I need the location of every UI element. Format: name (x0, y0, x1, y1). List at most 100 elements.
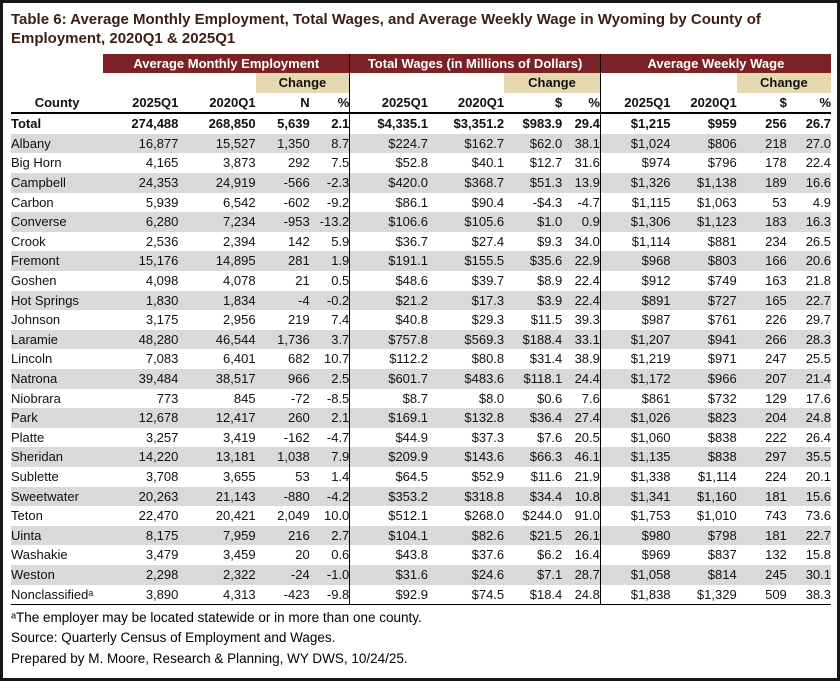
value-cell: 22.7 (786, 525, 831, 546)
value-cell: 15,176 (103, 251, 179, 272)
table-row: Platte 3,257 3,419 -162 -4.7 $44.9 $37.3 $7.6 20… (11, 427, 831, 448)
value-cell: 129 (765, 390, 787, 406)
value-cell: -9.8 (309, 584, 350, 606)
value-cell: $912 (599, 271, 671, 291)
value-cell: $814 (670, 564, 737, 585)
change-header-row: Change Change Change (11, 73, 831, 93)
value-cell: $420.0 (349, 173, 428, 193)
value-cell: 4,313 (178, 584, 256, 606)
value-cell: $3.9 (504, 290, 563, 311)
page-title: Table 6: Average Monthly Employment, Tot… (11, 11, 761, 47)
footnote-prepared: Prepared by M. Moore, Research & Plannin… (11, 650, 408, 666)
value-cell: 3,873 (223, 155, 256, 171)
value-cell: 183 (736, 212, 787, 232)
col-header: % (786, 92, 831, 115)
value-cell: -4.7 (326, 429, 350, 445)
value-cell: $861 (599, 388, 671, 409)
col-header: 2025Q1 (103, 92, 179, 115)
value-cell: $34.4 (504, 486, 563, 507)
value-cell: $1,058 (599, 564, 671, 585)
value-cell: 53 (772, 194, 787, 210)
value-cell: $569.3 (427, 329, 505, 350)
value-cell: 30.1 (786, 564, 831, 585)
value-cell: $1,114 (599, 231, 671, 252)
value-cell: $4,335.1 (349, 113, 428, 134)
value-cell: $980 (599, 525, 671, 546)
value-cell: $17.3 (427, 290, 505, 311)
value-cell: -$4.3 (532, 194, 563, 210)
value-cell: 1,736 (255, 329, 310, 350)
value-cell: 7.5 (331, 155, 350, 171)
value-cell: 22.4 (574, 273, 600, 289)
value-cell: 38.9 (574, 351, 600, 367)
value-cell: 216 (255, 525, 310, 546)
value-cell: $31.4 (529, 351, 563, 367)
value-cell: $1,115 (599, 192, 671, 213)
value-cell: $40.8 (349, 310, 428, 330)
value-cell: 3,459 (223, 547, 256, 563)
table-row: Carbon 5,939 6,542 -602 -9.2 $86.1 $90.4 -$4.3-… (11, 192, 831, 213)
table-row: Johnson 3,175 2,956 219 7.4 $40.8 $29.3 $11.5 39… (11, 310, 831, 330)
value-cell: 29.7 (805, 312, 831, 328)
value-cell: $24.6 (427, 564, 505, 585)
value-cell: $1,060 (599, 427, 671, 448)
value-cell: 7.6 (581, 390, 600, 406)
table-row: Hot Springs 1,830 1,834 -4 -0.2 $21.2 $17.3 $3.… (11, 290, 831, 311)
value-cell: $21.5 (504, 525, 563, 546)
value-cell: -0.2 (309, 290, 350, 311)
county-cell: Total (11, 116, 42, 132)
county-cell: Teton (11, 508, 43, 524)
spacer (103, 73, 256, 93)
value-cell: $1,338 (599, 466, 671, 487)
value-cell: $39.7 (471, 273, 505, 289)
value-cell: 12,678 (103, 408, 179, 428)
table-row: Converse 6,280 7,234 -953 -13.2 $106.6 $105.6 $… (11, 212, 831, 232)
value-cell: $80.8 (471, 351, 505, 367)
value-cell: $7.1 (504, 564, 563, 585)
value-cell: 4,078 (223, 273, 256, 289)
value-cell: 38,517 (178, 369, 256, 389)
value-cell: 166 (736, 251, 787, 272)
value-cell: $732 (707, 390, 737, 406)
value-cell: 12,417 (178, 408, 256, 428)
value-cell: 3,655 (223, 468, 256, 484)
value-cell: 5,939 (145, 194, 179, 210)
value-cell: 35.5 (786, 447, 831, 467)
value-cell: 3,257 (145, 429, 179, 445)
value-cell: $1,215 (599, 113, 671, 134)
value-cell: 3,175 (145, 312, 179, 328)
value-cell: 2,049 (277, 508, 310, 524)
county-cell: Fremont (11, 251, 104, 272)
value-cell: $62.0 (504, 133, 563, 154)
value-cell: $224.7 (349, 133, 428, 154)
value-cell: $1,219 (599, 349, 671, 369)
county-cell: Crook (11, 233, 46, 249)
value-cell: $191.1 (349, 251, 428, 272)
value-cell: 7.9 (309, 447, 350, 467)
corner-spacer (11, 53, 104, 74)
col-header: 2020Q1 (178, 92, 256, 115)
value-cell: $155.5 (427, 251, 505, 272)
value-cell: $27.4 (471, 233, 505, 249)
value-cell: 6,542 (223, 194, 256, 210)
value-cell: 24.4 (562, 369, 601, 389)
value-cell: $132.8 (427, 408, 505, 428)
value-cell: 5.9 (331, 233, 350, 249)
county-cell: Sheridan (11, 447, 104, 467)
value-cell: 13,181 (178, 447, 256, 467)
value-cell: 1,350 (255, 133, 310, 154)
value-cell: 207 (736, 369, 787, 389)
value-cell: $0.6 (536, 390, 563, 406)
value-cell: $52.9 (471, 468, 505, 484)
value-cell: -4.7 (577, 194, 600, 210)
col-header: $ (736, 92, 787, 115)
value-cell: $1,207 (599, 329, 671, 350)
value-cell: $162.7 (427, 133, 505, 154)
value-cell: $43.8 (349, 545, 428, 565)
value-cell: 234 (765, 233, 787, 249)
footnote-source: Source: Quarterly Census of Employment a… (11, 630, 336, 646)
col-header: % (562, 92, 601, 115)
value-cell: $104.1 (349, 525, 428, 546)
value-cell: $318.8 (427, 486, 505, 507)
value-cell: 48,280 (103, 329, 179, 350)
